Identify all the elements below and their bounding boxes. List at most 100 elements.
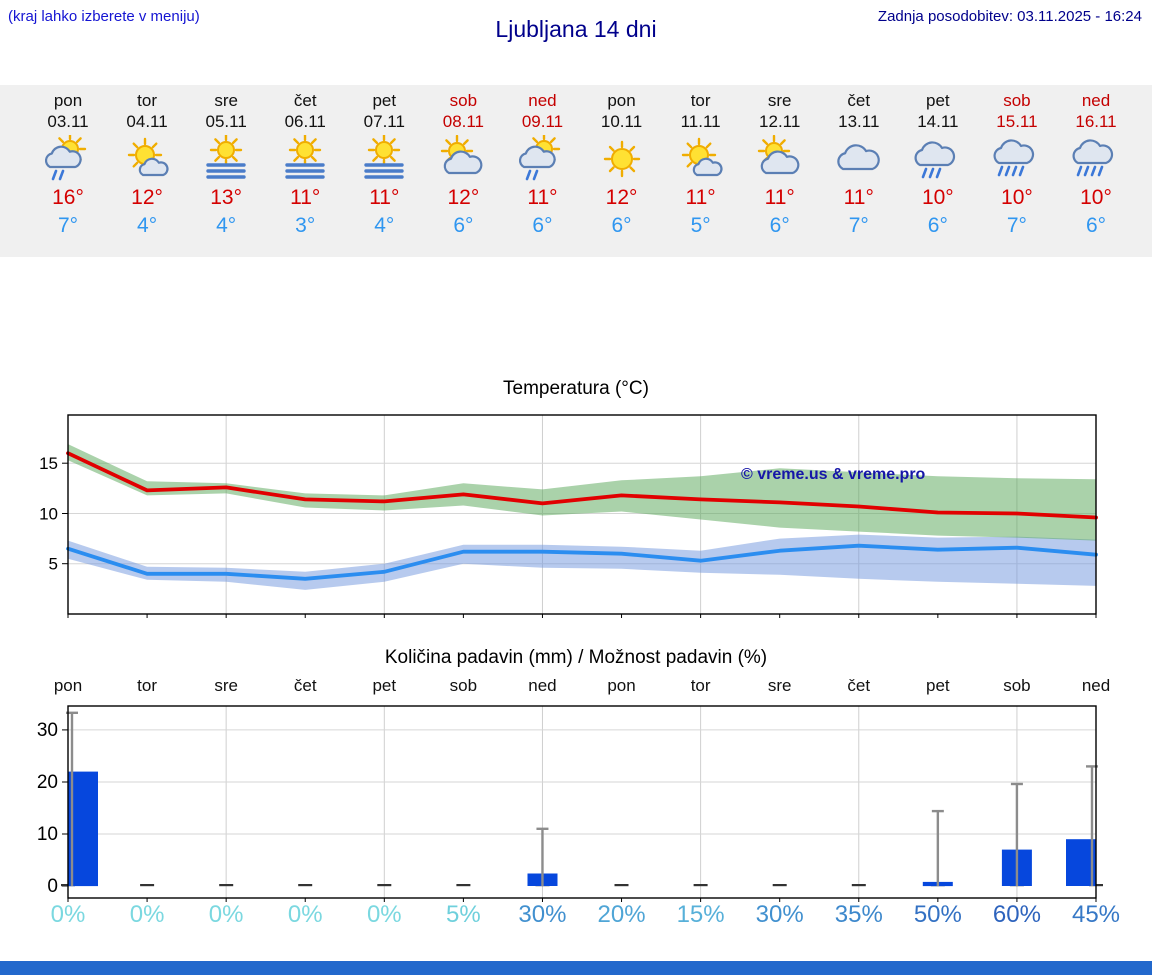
- day-min-temp: 4°: [216, 214, 237, 237]
- cloud-rain-icon: [895, 135, 981, 185]
- day-min-temp: 3°: [295, 214, 316, 237]
- precip-probability: 60%: [992, 901, 1041, 928]
- precip-day-label: tor: [137, 676, 157, 695]
- day-max-temp: 12°: [447, 186, 480, 209]
- day-name: sre: [767, 91, 792, 110]
- precip-chart-title: Količina padavin (mm) / Možnost padavin …: [384, 647, 768, 668]
- day-column-03.11: pon 03.11 16° 7°: [25, 90, 111, 238]
- day-max-temp: 11°: [527, 186, 558, 209]
- cloud-heavy-rain-icon: [974, 135, 1060, 185]
- precip-day-label: sob: [1003, 676, 1031, 695]
- day-date: 14.11: [917, 112, 959, 131]
- sun-cloud-icon: [420, 134, 506, 185]
- precip-probability: 45%: [1071, 901, 1121, 928]
- sun-cloud-icon: [737, 134, 823, 185]
- day-date: 10.11: [600, 112, 643, 131]
- precip-day-label: sre: [214, 676, 238, 695]
- day-max-temp: 10°: [921, 186, 954, 209]
- sun-cloud-rain-icon: [25, 132, 111, 185]
- day-column-16.11: ned 16.11 10° 6°: [1053, 90, 1139, 238]
- sun-fog-icon: [262, 133, 348, 185]
- day-min-temp: 6°: [1085, 214, 1107, 237]
- day-column-08.11: sob 08.11 12° 6°: [420, 90, 506, 238]
- cloud-icon: [816, 135, 902, 185]
- sun-small-cloud-icon: [104, 135, 190, 185]
- precip-probability: 0%: [366, 901, 402, 928]
- day-column-07.11: pet 07.11 11° 4°: [341, 90, 427, 238]
- maks temperatura-line: [66, 451, 1098, 520]
- day-min-temp: 6°: [453, 214, 474, 237]
- day-max-temp: 11°: [369, 186, 400, 209]
- day-max-temp: 12°: [605, 186, 638, 209]
- precip-day-label: čet: [293, 676, 317, 695]
- page-title: Ljubljana 14 dni: [495, 16, 657, 42]
- day-date: 08.11: [442, 112, 485, 131]
- day-name: sre: [214, 91, 238, 110]
- day-name: pet: [372, 91, 397, 110]
- day-column-05.11: sre 05.11 13° 4°: [183, 90, 269, 238]
- day-name: sob: [449, 91, 478, 110]
- precip-day-label: ned: [1081, 676, 1111, 695]
- precip-day-labels: pon tor sre čet pet sob ned pon tor sre čet pet sob n…: [0, 676, 1152, 698]
- precip-probability: 35%: [834, 901, 883, 928]
- sun-fog-icon: [183, 133, 269, 185]
- day-max-temp: 16°: [52, 186, 84, 209]
- precip-probability: 30%: [518, 901, 567, 928]
- day-max-temp: 11°: [685, 186, 716, 209]
- day-min-temp: 6°: [927, 214, 948, 237]
- day-min-temp: 4°: [137, 214, 158, 237]
- day-column-12.11: sre 12.11 11° 6°: [737, 90, 823, 238]
- precip-probability: 30%: [755, 901, 804, 928]
- last-updated: Zadnja posodobitev: 03.11.2025 - 16:24: [877, 8, 1142, 25]
- day-date: 12.11: [759, 112, 801, 131]
- day-name: pon: [53, 91, 83, 110]
- day-column-15.11: sob 15.11 10° 7°: [974, 90, 1060, 238]
- day-name: tor: [137, 91, 157, 110]
- precip-probability: 15%: [676, 901, 725, 928]
- day-name: sob: [1003, 91, 1031, 110]
- day-date: 11.11: [680, 112, 721, 131]
- day-max-temp: 10°: [1080, 186, 1112, 209]
- day-name: ned: [528, 91, 557, 110]
- day-date: 13.11: [838, 112, 880, 131]
- sun-fog-icon: [341, 133, 427, 185]
- precip-day-label: tor: [690, 676, 711, 695]
- day-name: čet: [847, 91, 871, 110]
- day-name: tor: [690, 91, 711, 110]
- footer-bar: [0, 961, 1152, 975]
- precip-day-label: pet: [926, 676, 950, 695]
- day-date: 03.11: [47, 112, 89, 131]
- precipitation-chart: 0 10 20 30: [37, 705, 1103, 902]
- precip-probability: 5%: [446, 901, 481, 928]
- precip-probability: 50%: [913, 901, 962, 928]
- day-name: ned: [1081, 91, 1111, 110]
- watermark-link[interactable]: © vreme.us & vreme.pro: [741, 466, 926, 483]
- day-column-10.11: pon 10.11 12° 6°: [579, 90, 665, 238]
- svg-text:10: 10: [39, 505, 58, 524]
- day-min-temp: 7°: [57, 214, 79, 237]
- precip-probability: 0%: [287, 901, 323, 928]
- precip-day-label: pon: [53, 676, 83, 695]
- precip-day-label: pon: [607, 676, 636, 695]
- day-column-04.11: tor 04.11 12° 4°: [104, 90, 190, 238]
- precip-probability: 0%: [208, 901, 244, 928]
- day-date: 06.11: [284, 112, 326, 131]
- day-max-temp: 11°: [764, 186, 795, 209]
- precip-probability: 0%: [50, 901, 86, 928]
- razpon maks temperature-band: [68, 444, 1096, 541]
- day-date: 16.11: [1075, 112, 1117, 131]
- svg-text:0: 0: [47, 876, 58, 897]
- svg-text:20: 20: [37, 772, 58, 793]
- sun-small-cloud-icon: [658, 135, 744, 185]
- menu-hint: (kraj lahko izberete v meniju): [8, 8, 200, 25]
- precip-day-label: pet: [372, 676, 397, 695]
- day-min-temp: 6°: [611, 214, 632, 237]
- day-date: 04.11: [126, 112, 168, 131]
- precip-day-label: ned: [528, 676, 557, 695]
- cloud-heavy-rain-icon: [1053, 135, 1139, 185]
- day-date: 09.11: [521, 112, 564, 131]
- temperature-chart-title: Temperatura (°C): [503, 378, 649, 399]
- svg-text:30: 30: [37, 720, 58, 741]
- day-min-temp: 5°: [690, 214, 711, 237]
